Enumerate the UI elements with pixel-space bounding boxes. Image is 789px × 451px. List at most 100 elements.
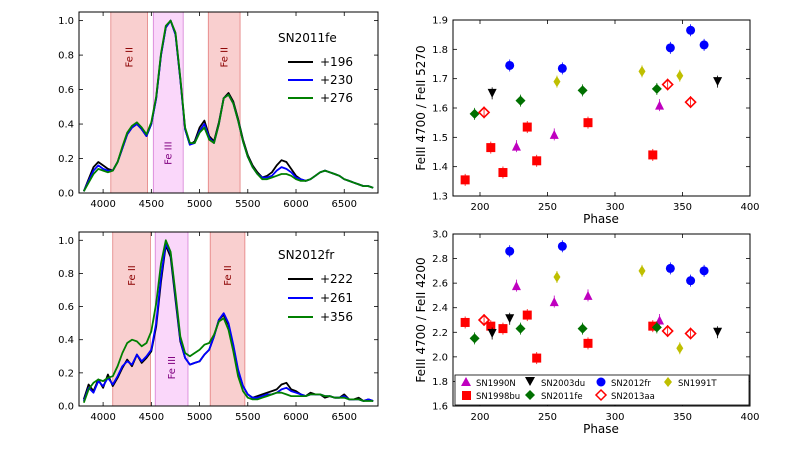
x-axis-label: Phase xyxy=(583,422,619,436)
legend-label: SN2012fr xyxy=(611,379,651,389)
data-point-sn1990n xyxy=(511,141,521,151)
x-tick-label: 4500 xyxy=(139,199,164,210)
y-axis-label: FeIII 4700 / FeII 4200 xyxy=(414,257,428,382)
y-tick-label: 0.4 xyxy=(58,335,74,346)
y-tick-label: 3.0 xyxy=(432,230,448,241)
y-tick-label: 0.2 xyxy=(58,154,74,165)
legend-entry-sn2003du: SN2003du xyxy=(525,377,585,389)
fe3-band xyxy=(152,11,184,194)
data-point-sn1998bu xyxy=(583,338,593,348)
x-tick-label: 6500 xyxy=(332,199,357,210)
x-tick-label: 5000 xyxy=(187,412,212,423)
legend-entry-sn2012fr: SN2012fr xyxy=(596,377,651,389)
data-point-sn1991t xyxy=(676,70,684,82)
data-point-sn1991t xyxy=(638,265,646,277)
y-tick-label: 0.0 xyxy=(58,402,74,413)
data-point-sn2011fe xyxy=(515,323,526,334)
spectra-panel-sn2011fe: Fe II Fe III Fe II 4000 4500 5000 5500 6000 650… xyxy=(58,11,379,210)
data-point-sn1998bu xyxy=(532,353,542,363)
y-tick-label: 0.0 xyxy=(58,189,74,200)
data-point-sn1998bu xyxy=(583,118,593,128)
data-point-sn2013aa xyxy=(684,327,697,340)
x-tick-label: 400 xyxy=(740,202,759,213)
fe2-band xyxy=(207,11,241,194)
x-tick-label: 250 xyxy=(538,202,557,213)
data-point-sn2011fe xyxy=(469,333,480,344)
data-point-sn2011fe xyxy=(577,323,588,334)
data-point-sn2003du xyxy=(713,77,723,87)
data-point-sn2011fe xyxy=(469,108,480,119)
data-point-sn2013aa xyxy=(661,78,674,91)
data-point-sn2013aa xyxy=(661,324,674,338)
y-tick-label: 1.8 xyxy=(432,45,448,56)
data-point-sn1990n xyxy=(549,297,559,307)
legend-label: SN1998bu xyxy=(476,392,520,402)
x-tick-label: 300 xyxy=(605,202,624,213)
data-point-sn2011fe xyxy=(651,83,662,94)
data-point-sn2012fr xyxy=(665,43,675,53)
data-point-sn1998bu xyxy=(460,175,470,185)
y-tick-label: 1.4 xyxy=(432,162,448,173)
x-tick-label: 400 xyxy=(740,412,759,423)
data-point-sn2003du xyxy=(487,329,497,339)
data-point-sn2003du xyxy=(505,314,515,324)
data-point-sn1998bu xyxy=(522,122,532,132)
y-tick-label: 1.9 xyxy=(432,16,448,27)
legend-entry-sn1991t: SN1991T xyxy=(664,377,717,389)
data-point-sn2011fe xyxy=(515,95,526,106)
data-point-sn2012fr xyxy=(686,276,696,286)
x-tick-label: 6500 xyxy=(332,412,357,423)
spectrum-line-276 xyxy=(83,19,374,192)
y-tick-label: 1.5 xyxy=(432,133,448,144)
data-point-sn2012fr xyxy=(557,63,567,73)
data-point-sn2012fr xyxy=(665,263,675,273)
y-tick-label: 1.3 xyxy=(432,192,448,203)
x-tick-label: 4500 xyxy=(139,412,164,423)
y-tick-label: 1.0 xyxy=(58,236,74,247)
data-point-sn2003du xyxy=(487,88,497,98)
data-point-sn1998bu xyxy=(498,168,508,178)
x-tick-label: 4000 xyxy=(90,199,115,210)
x-tick-label: 5000 xyxy=(187,199,212,210)
y-tick-label: 2.6 xyxy=(432,279,448,290)
legend-label: SN2011fe xyxy=(541,392,583,402)
x-tick-label: 200 xyxy=(470,412,489,423)
x-tick-label: 6000 xyxy=(283,412,308,423)
data-point-sn1998bu xyxy=(648,321,658,331)
legend-title: SN2012fr xyxy=(278,248,334,262)
legend-entry-sn2011fe: SN2011fe xyxy=(525,390,583,402)
spectra-panel-sn2012fr: Fe II Fe III Fe II 4000 4500 5000 5500 6000 650… xyxy=(58,231,379,423)
fe2-band xyxy=(112,231,151,407)
data-point-sn1998bu xyxy=(532,156,542,166)
data-point-sn2011fe xyxy=(651,322,662,333)
x-tick-label: 5500 xyxy=(235,199,260,210)
y-axis-label: FeIII 4700 / FeII 5270 xyxy=(414,45,428,170)
data-point-sn1998bu xyxy=(498,324,508,334)
data-point-sn2013aa xyxy=(684,96,697,109)
data-point-sn2013aa xyxy=(477,106,491,119)
data-point-sn2003du xyxy=(713,327,723,337)
y-tick-label: 0.8 xyxy=(58,51,74,62)
data-point-sn2012fr xyxy=(699,266,709,276)
data-point-sn1998bu xyxy=(486,321,496,331)
x-tick-label: 250 xyxy=(538,412,557,423)
y-tick-label: 0.4 xyxy=(58,120,74,131)
legend-label-222: +222 xyxy=(320,272,353,286)
data-point-sn1998bu xyxy=(460,317,470,327)
legend-label: SN1991T xyxy=(678,379,717,389)
fe2-band-label: Fe II xyxy=(220,47,231,67)
data-point-sn2012fr xyxy=(686,25,696,35)
legend-label-261: +261 xyxy=(320,291,353,305)
y-tick-label: 1.6 xyxy=(432,402,448,413)
x-tick-label: 350 xyxy=(673,202,692,213)
data-point-sn2012fr xyxy=(505,246,515,256)
data-point-sn2012fr xyxy=(505,60,515,70)
data-point-sn2012fr xyxy=(557,241,567,251)
legend-label-230: +230 xyxy=(320,73,353,87)
data-point-sn2011fe xyxy=(577,85,588,96)
data-point-sn1990n xyxy=(655,100,665,110)
legend-entry-sn1998bu: SN1998bu xyxy=(462,391,520,402)
x-tick-label: 4000 xyxy=(90,412,115,423)
marker-legend: SN1990N SN1998bu SN2003du SN2011fe SN201… xyxy=(454,374,750,406)
